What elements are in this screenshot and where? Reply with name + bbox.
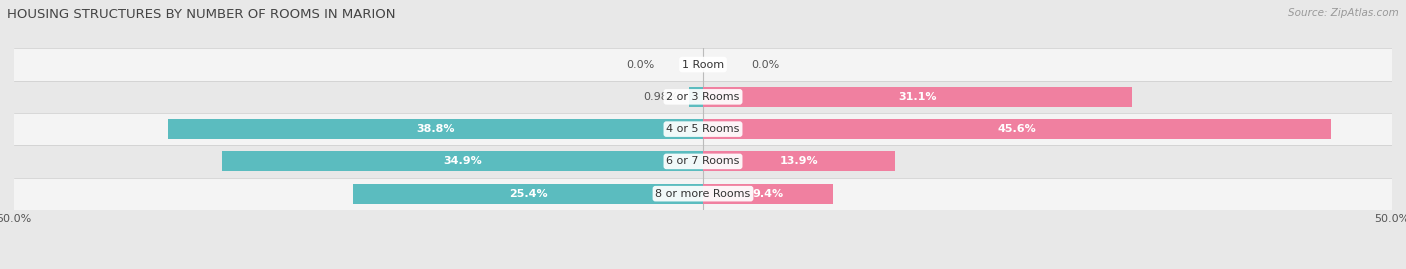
Bar (14, 145, 1392, 178)
Text: 31.1%: 31.1% (898, 92, 936, 102)
Text: 34.9%: 34.9% (443, 156, 482, 167)
Bar (14, 81, 1392, 113)
Bar (222, 151, 703, 171)
Text: 0.98%: 0.98% (643, 92, 679, 102)
Text: 0.0%: 0.0% (751, 59, 779, 70)
Text: HOUSING STRUCTURES BY NUMBER OF ROOMS IN MARION: HOUSING STRUCTURES BY NUMBER OF ROOMS IN… (7, 8, 395, 21)
Legend: Owner-occupied, Renter-occupied: Owner-occupied, Renter-occupied (575, 266, 831, 269)
Text: 4 or 5 Rooms: 4 or 5 Rooms (666, 124, 740, 134)
Text: 38.8%: 38.8% (416, 124, 456, 134)
Bar (14, 178, 1392, 210)
Bar (169, 119, 703, 139)
Text: 2 or 3 Rooms: 2 or 3 Rooms (666, 92, 740, 102)
Bar (703, 151, 894, 171)
Text: 13.9%: 13.9% (779, 156, 818, 167)
Text: 6 or 7 Rooms: 6 or 7 Rooms (666, 156, 740, 167)
Text: 0.0%: 0.0% (627, 59, 655, 70)
Text: 8 or more Rooms: 8 or more Rooms (655, 189, 751, 199)
Bar (14, 113, 1392, 145)
Text: 9.4%: 9.4% (752, 189, 783, 199)
Text: 45.6%: 45.6% (998, 124, 1036, 134)
Bar (689, 87, 703, 107)
Text: 25.4%: 25.4% (509, 189, 547, 199)
Text: Source: ZipAtlas.com: Source: ZipAtlas.com (1288, 8, 1399, 18)
Bar (14, 48, 1392, 81)
Bar (353, 184, 703, 204)
Bar (703, 119, 1331, 139)
Bar (703, 184, 832, 204)
Text: 1 Room: 1 Room (682, 59, 724, 70)
Bar (703, 87, 1132, 107)
